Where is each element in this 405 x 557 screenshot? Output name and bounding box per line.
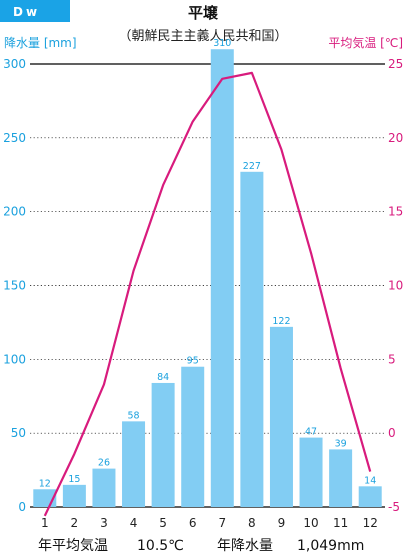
month-tick-label: 5 [159, 516, 167, 530]
precipitation-value-label: 15 [68, 474, 80, 485]
precipitation-bar-10 [299, 437, 323, 507]
precipitation-value-label: 12 [39, 478, 51, 489]
precipitation-value-label: 39 [335, 438, 347, 449]
month-tick-label: 7 [218, 516, 226, 530]
precipitation-value-label: 84 [157, 372, 169, 383]
month-tick-label: 2 [71, 516, 79, 530]
precipitation-bar-8 [240, 171, 264, 507]
precipitation-bar-2 [62, 484, 86, 507]
temperature-axis-title: 平均気温 [℃] [328, 35, 403, 50]
temperature-tick-label: -5 [388, 500, 400, 514]
month-tick-label: 9 [278, 516, 286, 530]
precipitation-value-label: 310 [213, 38, 231, 49]
annual-precipitation-label: 年降水量 [217, 538, 273, 554]
temperature-tick-label: 10 [388, 279, 403, 293]
precipitation-tick-label: 0 [18, 500, 26, 514]
precipitation-tick-label: 100 [3, 352, 26, 366]
temperature-tick-label: 20 [388, 131, 403, 145]
precipitation-tick-label: 200 [3, 205, 26, 219]
precipitation-value-label: 47 [305, 427, 317, 438]
precipitation-bar-7 [210, 49, 234, 507]
annual-precipitation-value: 1,049mm [297, 538, 364, 554]
precipitation-bar-12 [358, 486, 382, 507]
precipitation-bar-9 [269, 326, 293, 507]
temperature-tick-label: 0 [388, 426, 396, 440]
precipitation-value-label: 58 [127, 410, 139, 421]
precipitation-bar-6 [181, 366, 205, 507]
precipitation-axis-title: 降水量 [mm] [4, 36, 77, 50]
climate-type-badge [0, 0, 70, 22]
precipitation-value-label: 95 [187, 356, 199, 367]
gridlines [30, 63, 385, 508]
month-tick-label: 10 [303, 516, 318, 530]
annual-temperature-value: 10.5℃ [137, 538, 184, 554]
precipitation-bars: 12 15 26 58 84 95 310 227 122 47 39 14 [33, 38, 382, 507]
month-tick-label: 12 [363, 516, 378, 530]
precipitation-tick-label: 150 [3, 279, 26, 293]
precipitation-value-label: 122 [272, 316, 290, 327]
precipitation-bar-5 [151, 382, 175, 507]
temperature-tick-label: 15 [388, 205, 403, 219]
temperature-series [43, 71, 372, 517]
month-tick-label: 6 [189, 516, 197, 530]
month-tick-label: 4 [130, 516, 138, 530]
month-tick-label: 3 [100, 516, 108, 530]
precipitation-value-label: 26 [98, 458, 110, 469]
precipitation-tick-label: 300 [3, 57, 26, 71]
precipitation-bar-11 [329, 449, 353, 507]
chart-title: 平壌 [188, 4, 219, 22]
precipitation-tick-label: 50 [11, 426, 26, 440]
month-tick-label: 8 [248, 516, 256, 530]
month-tick-label: 1 [41, 516, 49, 530]
temperature-tick-label: 5 [388, 352, 396, 366]
precipitation-tick-label: 250 [3, 131, 26, 145]
annual-temperature-label: 年平均気温 [38, 538, 108, 554]
temperature-line [43, 71, 372, 517]
precipitation-value-label: 14 [364, 475, 376, 486]
precipitation-bar-4 [122, 421, 146, 507]
temperature-tick-label: 25 [388, 57, 403, 71]
month-tick-label: 11 [333, 516, 348, 530]
precipitation-value-label: 227 [243, 161, 261, 172]
climate-type-label: Dw [13, 5, 40, 19]
chart-subtitle: （朝鮮民主主義人民共和国） [118, 28, 287, 44]
precipitation-bar-3 [92, 468, 116, 507]
